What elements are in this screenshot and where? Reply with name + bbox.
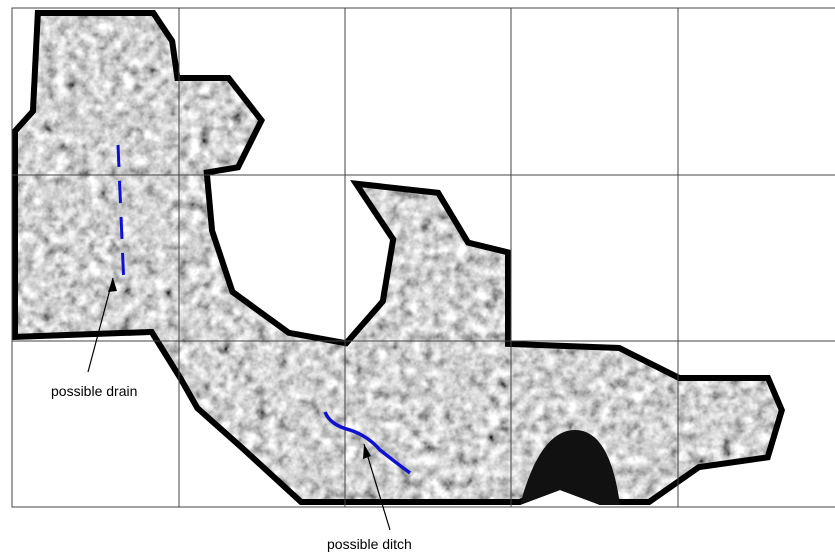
annotation: possible drain (51, 383, 137, 399)
survey-data (0, 0, 835, 557)
survey-map: possible drain possible ditch (0, 0, 835, 557)
annotation: possible ditch (327, 536, 412, 552)
